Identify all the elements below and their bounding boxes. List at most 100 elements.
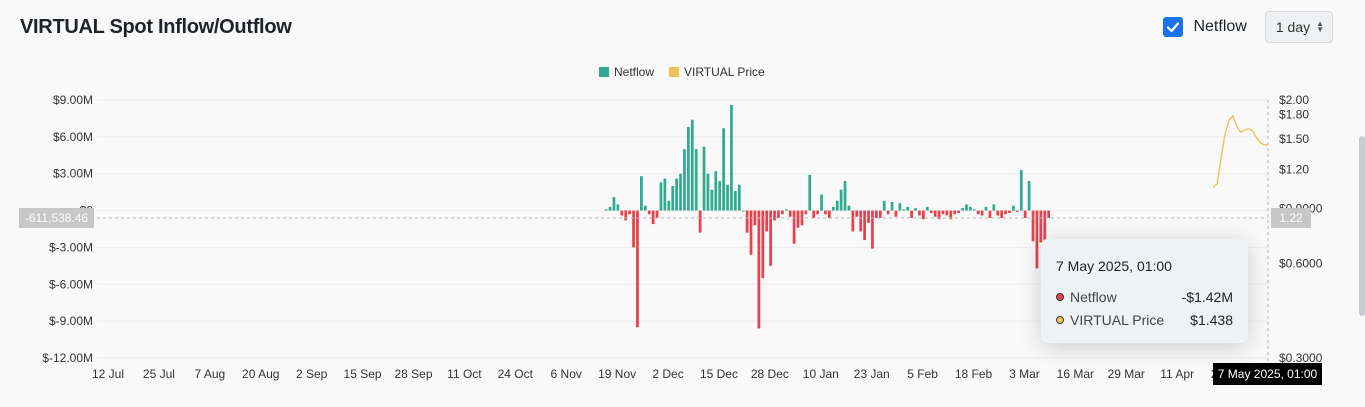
- page-scrollbar[interactable]: [1359, 136, 1365, 316]
- x-tick-label: 20 Aug: [242, 367, 279, 381]
- tooltip-row-value: -$1.42M: [1181, 289, 1233, 305]
- netflow-bar: [945, 210, 949, 216]
- netflow-bar: [737, 184, 741, 211]
- netflow-bar: [616, 204, 620, 211]
- netflow-bar: [851, 210, 855, 232]
- netflow-bar: [996, 210, 1000, 216]
- netflow-bar: [741, 210, 745, 212]
- x-tick-label: 19 Nov: [598, 367, 636, 381]
- y-right-tick-label: $1.20: [1279, 162, 1309, 176]
- netflow-bar: [698, 210, 702, 233]
- netflow-bar: [820, 194, 823, 211]
- interval-select[interactable]: 1 day ▲ ▼: [1264, 11, 1333, 43]
- netflow-bar: [1000, 210, 1004, 218]
- y-left-tick-label: $6.00M: [53, 130, 93, 144]
- netflow-bar: [972, 209, 976, 211]
- chevron-updown-icon: ▲ ▼: [1316, 19, 1324, 34]
- y-left-tick-label: $-6.00M: [49, 277, 93, 291]
- netflow-bar: [632, 210, 635, 248]
- netflow-bar: [706, 173, 710, 211]
- netflow-bar: [1004, 210, 1007, 215]
- netflow-bar: [761, 210, 765, 279]
- netflow-bar: [663, 178, 667, 211]
- x-tick-label: 2 Dec: [652, 367, 683, 381]
- netflow-bar: [906, 206, 910, 211]
- netflow-bar: [757, 210, 761, 329]
- x-tick-label: 15 Sep: [344, 367, 382, 381]
- netflow-bar: [694, 149, 698, 211]
- crosshair-date-value: 7 May 2025, 01:00: [1213, 363, 1322, 385]
- y-left-tick-label: $3.00M: [53, 167, 93, 181]
- netflow-bar: [655, 210, 659, 218]
- price-line: [1212, 114, 1269, 189]
- checkmark-icon: [1167, 22, 1180, 33]
- netflow-bar: [624, 210, 628, 221]
- legend-swatch-price: [669, 67, 679, 77]
- x-tick-label: 11 Oct: [447, 367, 482, 381]
- netflow-bar: [726, 184, 729, 211]
- netflow-bar: [777, 210, 780, 218]
- netflow-bar: [730, 104, 733, 211]
- netflow-bar: [604, 209, 608, 211]
- y-left-tick-label: $-9.00M: [49, 314, 93, 328]
- netflow-bar: [714, 171, 718, 211]
- netflow-bar: [874, 210, 878, 218]
- netflow-bar: [961, 208, 964, 211]
- x-tick-label: 7 Aug: [194, 367, 225, 381]
- chart-tooltip: 7 May 2025, 01:00 Netflow -$1.42M VIRTUA…: [1041, 239, 1248, 343]
- netflow-bar: [843, 181, 847, 211]
- netflow-bar: [780, 210, 784, 215]
- netflow-bar: [929, 210, 933, 214]
- netflow-checkbox[interactable]: [1163, 17, 1184, 37]
- netflow-bar: [925, 206, 929, 211]
- netflow-bar: [1039, 210, 1043, 243]
- netflow-bar: [784, 209, 788, 211]
- netflow-bar: [949, 210, 953, 220]
- netflow-bar: [1043, 210, 1047, 265]
- x-tick-label: 12 Jul: [92, 367, 124, 381]
- netflow-bar: [1015, 210, 1019, 212]
- x-tick-label: 23 Jan: [854, 367, 890, 381]
- netflow-dot-icon: [1056, 293, 1064, 301]
- netflow-bar: [1008, 210, 1011, 214]
- tooltip-date: 7 May 2025, 01:00: [1056, 258, 1172, 274]
- netflow-bar: [941, 210, 945, 215]
- netflow-bar: [992, 204, 996, 211]
- netflow-bar: [749, 210, 753, 255]
- netflow-bar: [1023, 210, 1027, 218]
- legend-label: VIRTUAL Price: [684, 65, 765, 79]
- y-left-tick-label: $9.00M: [53, 93, 93, 107]
- netflow-bar: [890, 201, 894, 211]
- netflow-bar: [867, 210, 870, 223]
- netflow-bar: [980, 210, 984, 216]
- x-tick-label: 2 Sep: [296, 367, 328, 381]
- netflow-bar: [965, 204, 968, 211]
- netflow-bar: [796, 210, 800, 228]
- netflow-bar: [835, 200, 839, 211]
- netflow-bar: [855, 210, 859, 217]
- x-tick-label: 29 Mar: [1108, 367, 1145, 381]
- tooltip-row-netflow: Netflow -$1.42M: [1056, 289, 1233, 305]
- netflow-bar: [687, 127, 690, 211]
- x-tick-label: 24 Oct: [498, 367, 534, 381]
- netflow-bar: [1012, 205, 1015, 211]
- interval-select-value: 1 day: [1275, 19, 1311, 35]
- x-tick-label: 15 Dec: [700, 367, 738, 381]
- netflow-bar: [1019, 170, 1023, 211]
- netflow-bar: [847, 205, 851, 211]
- netflow-bar: [988, 210, 992, 218]
- netflow-bar: [804, 210, 808, 215]
- netflow-bar: [710, 189, 714, 211]
- y-right-tick-label: $1.50: [1279, 132, 1309, 146]
- netflow-bar: [827, 210, 831, 218]
- y-right-tick-label: $0.3000: [1279, 351, 1323, 365]
- tooltip-row-label: Netflow: [1070, 289, 1117, 305]
- netflow-bar: [671, 186, 675, 211]
- netflow-bar: [675, 178, 678, 211]
- netflow-checkbox-label[interactable]: Netflow: [1193, 18, 1247, 35]
- netflow-bar: [734, 190, 737, 211]
- y-right-tick-label: $1.80: [1279, 107, 1309, 121]
- netflow-bar: [667, 200, 671, 211]
- netflow-bar: [933, 210, 937, 217]
